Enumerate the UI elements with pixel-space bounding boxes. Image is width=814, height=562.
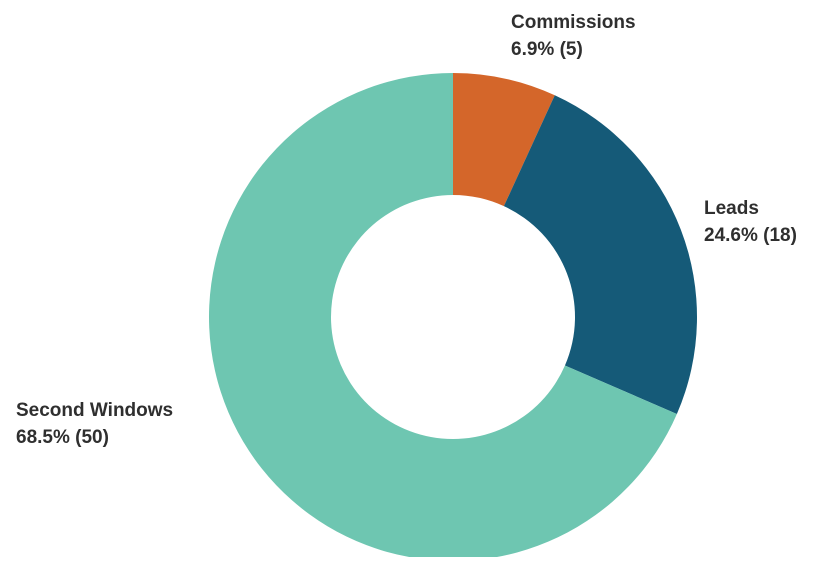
slice-label-commissions: Commissions: [511, 12, 636, 33]
slice-label-second-windows: Second Windows: [16, 400, 173, 421]
slice-commissions: [453, 73, 555, 207]
slice-value-commissions: 6.9% (5): [511, 39, 583, 60]
slice-label-leads: Leads: [704, 198, 759, 219]
labels-layer: Commissions 6.9% (5) Leads 24.6% (18) Se…: [16, 12, 797, 448]
slice-value-leads: 24.6% (18): [704, 225, 797, 246]
slice-value-second-windows: 68.5% (50): [16, 427, 109, 448]
slices-layer: [208, 73, 697, 561]
slice-second-windows: [208, 73, 677, 561]
slice-leads: [503, 95, 697, 415]
